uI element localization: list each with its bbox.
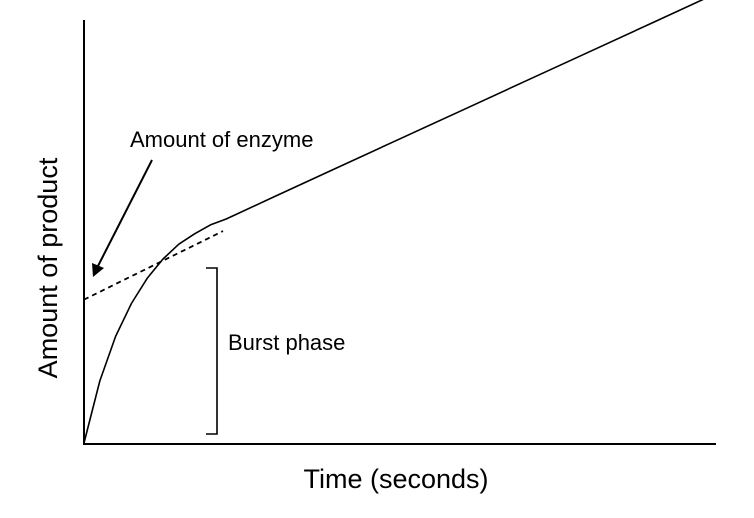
burst-annotation-label: Burst phase bbox=[228, 330, 345, 355]
burst-phase-bracket bbox=[206, 267, 218, 435]
y-axis-label: Amount of product bbox=[33, 157, 63, 378]
extrapolation-dashed-line bbox=[83, 230, 224, 301]
enzyme-arrow-shaft bbox=[97, 159, 153, 267]
enzyme-annotation-label: Amount of enzyme bbox=[130, 127, 313, 152]
x-axis-label: Time (seconds) bbox=[303, 464, 488, 494]
series-layer bbox=[83, 0, 704, 444]
enzyme-arrow-head bbox=[92, 263, 104, 277]
product-curve bbox=[83, 0, 704, 444]
